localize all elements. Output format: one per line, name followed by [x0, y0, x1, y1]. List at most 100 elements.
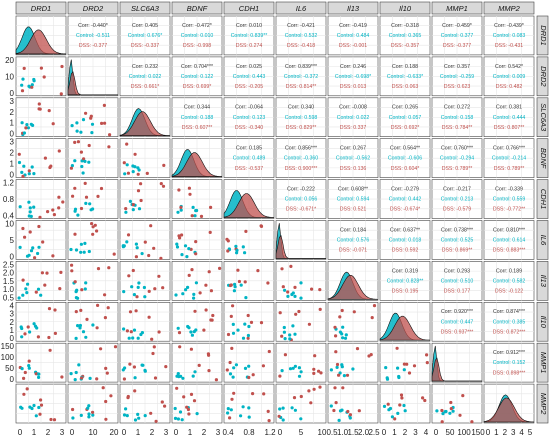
correlation-text: Control: 0.010: [181, 33, 214, 39]
point-dss: [299, 394, 303, 399]
point-dss: [132, 365, 136, 369]
correlation-text: Corr: 0.188: [392, 64, 418, 70]
correlation-text: Control: 0.839**: [231, 33, 268, 39]
panel-il10-il13: [327, 301, 379, 342]
point-dss: [161, 184, 166, 188]
point-dss: [21, 174, 25, 178]
column-strip-mmp1: MMP1: [431, 1, 483, 15]
point-dss: [199, 214, 204, 218]
x-tick-label: 50: [446, 428, 455, 437]
point-dss: [204, 283, 208, 287]
point-control: [337, 418, 341, 422]
point-control: [402, 368, 406, 372]
point-control: [88, 202, 92, 206]
point-dss: [334, 350, 338, 354]
point-dss: [22, 376, 26, 380]
row-label: DRD1: [539, 25, 548, 45]
point-dss: [266, 281, 270, 285]
point-dss: [96, 267, 101, 271]
correlation-text: Corr: 0.232: [132, 64, 158, 70]
x-tick-label: 1: [494, 428, 499, 437]
correlation-text: Control: -0.294: [440, 156, 474, 162]
point-control: [282, 330, 286, 334]
point-control: [186, 285, 190, 289]
point-dss: [143, 240, 147, 244]
panel-mmp2-drd2: [67, 383, 119, 424]
point-dss: [149, 411, 153, 415]
point-control: [226, 407, 230, 411]
point-dss: [91, 232, 95, 236]
point-control: [281, 406, 285, 410]
point-dss: [147, 253, 151, 258]
y-tick-label: 4: [10, 301, 15, 310]
correlation-text: DSS: 0.789**: [494, 166, 525, 172]
point-dss: [177, 188, 181, 192]
point-dss: [53, 308, 57, 312]
point-dss: [52, 213, 57, 217]
point-dss: [332, 408, 336, 413]
point-dss: [46, 210, 50, 214]
correlation-text: DSS: 0.063: [392, 84, 419, 90]
point-control: [122, 290, 126, 294]
point-dss: [211, 313, 215, 318]
correlation-text: Corr: 0.405: [132, 23, 158, 29]
point-control: [348, 416, 352, 420]
point-control: [299, 370, 303, 374]
correlation-text: Control: 0.510: [441, 278, 474, 284]
point-control: [123, 172, 127, 176]
point-dss: [57, 206, 61, 210]
panel-mmp1-mmp2: Corr: 0.912*** Control: 0.152 DSS: 0.898**…: [483, 342, 535, 383]
point-control: [82, 250, 86, 254]
point-dss: [162, 163, 166, 167]
x-tick-label: 0: [70, 428, 75, 437]
correlation-text: DSS: 0.898***: [493, 370, 526, 376]
x-tick-label: 3: [511, 428, 516, 437]
point-dss: [159, 256, 163, 260]
point-control: [299, 281, 303, 285]
correlation-text: DSS: -0.418: [287, 43, 315, 49]
point-control: [76, 213, 80, 217]
correlation-text: Corr: 0.839***: [285, 64, 317, 70]
point-control: [122, 413, 127, 417]
panel-drd1-il10: Corr: -0.318 Control: 0.365 DSS: -0.357: [379, 15, 431, 56]
correlation-text: Corr: 0.265: [392, 105, 418, 111]
point-dss: [177, 331, 182, 335]
point-dss: [104, 399, 108, 404]
correlation-text: Corr: 0.319: [392, 268, 418, 274]
panel-mmp2-il13: [327, 383, 379, 424]
point-control: [234, 363, 238, 367]
point-dss: [218, 266, 222, 270]
panel-drd2-il13: Corr: 0.246 Control: -0.698* DSS: 0.013: [327, 56, 379, 97]
panel-cdh1-il13: Corr: 0.608** Control: 0.594 DSS: 0.521: [327, 179, 379, 219]
correlation-text: DSS: 0.872***: [493, 329, 526, 335]
point-control: [24, 287, 28, 291]
point-control: [297, 374, 302, 378]
panel-il10-il10: [379, 301, 431, 342]
point-dss: [161, 286, 165, 290]
point-dss: [449, 407, 453, 411]
point-control: [28, 405, 32, 409]
point-control: [32, 205, 36, 209]
point-dss: [246, 313, 250, 318]
point-dss: [24, 126, 28, 130]
correlation-text: Control: -0.372: [284, 74, 318, 80]
point-dss: [71, 194, 75, 198]
point-control: [137, 281, 141, 285]
point-control: [75, 129, 79, 133]
correlation-text: Corr: -0.318: [391, 23, 419, 29]
x-tick-label: 10: [318, 428, 327, 437]
correlation-text: Control: 0.158: [441, 115, 474, 121]
point-control: [173, 416, 178, 420]
correlation-text: DSS: -0.579: [443, 207, 471, 213]
y-tick-label: 1.0: [3, 285, 15, 294]
point-dss: [283, 353, 287, 357]
point-control: [136, 166, 140, 170]
row-label: IL6: [539, 235, 548, 246]
point-control: [17, 160, 22, 165]
point-dss: [372, 304, 377, 308]
correlation-text: Corr: 0.010: [236, 23, 262, 29]
point-control: [243, 366, 248, 370]
correlation-text: Corr: 0.608**: [338, 186, 368, 192]
point-dss: [226, 249, 230, 253]
